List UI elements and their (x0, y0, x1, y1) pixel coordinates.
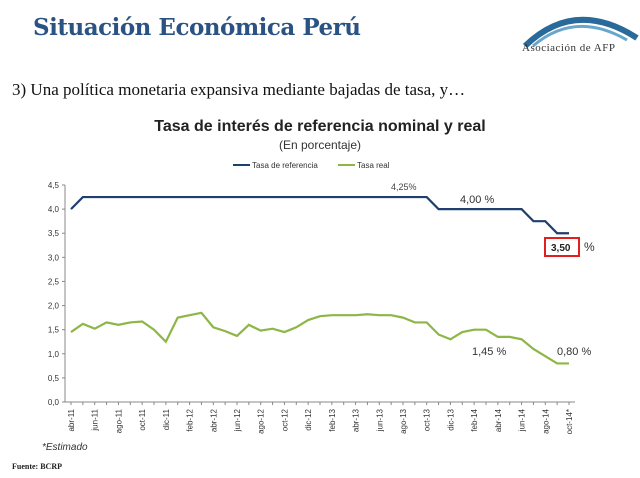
x-tick-label: feb-12 (186, 408, 195, 431)
line-chart: 0,0 0,5 1,0 1,5 2,0 2,5 3,0 3,5 4,0 4,5 abr-11 jun-… (48, 161, 595, 434)
source-note: Fuente: BCRP (12, 462, 62, 471)
x-tick-label: ago-14 (541, 408, 550, 433)
y-tick-label: 2,5 (48, 277, 60, 286)
annotation: 4,00 % (460, 194, 494, 206)
chart-subtitle: (En porcentaje) (278, 138, 362, 152)
x-tick-label: ago-11 (114, 408, 123, 433)
x-tick-label: ago-13 (399, 408, 408, 433)
y-tick-label: 2,0 (48, 302, 60, 311)
annotation: % (584, 240, 595, 254)
x-tick-label: jun-14 (518, 408, 527, 432)
x-tick-label: dic-12 (304, 408, 313, 430)
x-tick-label: jun-11 (91, 408, 100, 431)
x-tick-label: abr-12 (209, 408, 218, 432)
y-tick-label: 0,5 (48, 374, 60, 383)
annotation: 4,25% (391, 182, 417, 192)
annotation: 1,45 % (472, 346, 506, 358)
legend-label-reference: Tasa de referencia (252, 161, 318, 170)
x-tick-label: ago-12 (257, 408, 266, 433)
series-line-reference (70, 195, 569, 235)
x-tick-label: oct-11 (138, 408, 147, 430)
x-tick-label: feb-13 (328, 408, 337, 431)
y-tick-label: 1,0 (48, 350, 60, 359)
annotation: 0,80 % (557, 346, 591, 358)
annotation: 3,50 (551, 243, 571, 254)
logo-text: Asociación de AFP (522, 42, 616, 54)
x-tick-label: feb-14 (470, 408, 479, 431)
chart-title: Tasa de interés de referencia nominal y … (154, 118, 486, 135)
y-tick-label: 3,0 (48, 253, 60, 262)
x-tick-label: abr-13 (352, 408, 361, 432)
x-tick-label: jun-13 (375, 408, 384, 432)
y-tick-label: 4,0 (48, 205, 60, 214)
x-tick-label: abr-11 (67, 408, 76, 431)
slide-subtitle: 3) Una política monetaria expansiva medi… (12, 80, 466, 99)
x-tick-label: oct-14* (565, 409, 574, 434)
x-tick-label: oct-12 (280, 408, 289, 431)
x-tick-label: abr-14 (494, 408, 503, 432)
highlight-box (544, 237, 580, 257)
y-tick-label: 4,5 (48, 181, 60, 190)
x-tick-label: dic-13 (446, 408, 455, 430)
legend-label-real: Tasa real (357, 161, 390, 170)
afp-logo-icon (522, 16, 639, 49)
x-tick-label: jun-12 (233, 408, 242, 432)
x-tick-label: oct-13 (423, 408, 432, 431)
y-tick-label: 0,0 (48, 398, 60, 407)
estimate-note: *Estimado (42, 442, 88, 453)
y-tick-label: 3,5 (48, 229, 60, 238)
y-tick-label: 1,5 (48, 326, 60, 335)
page-title: Situación Económica Perú (33, 14, 361, 41)
x-tick-label: dic-11 (162, 408, 171, 430)
